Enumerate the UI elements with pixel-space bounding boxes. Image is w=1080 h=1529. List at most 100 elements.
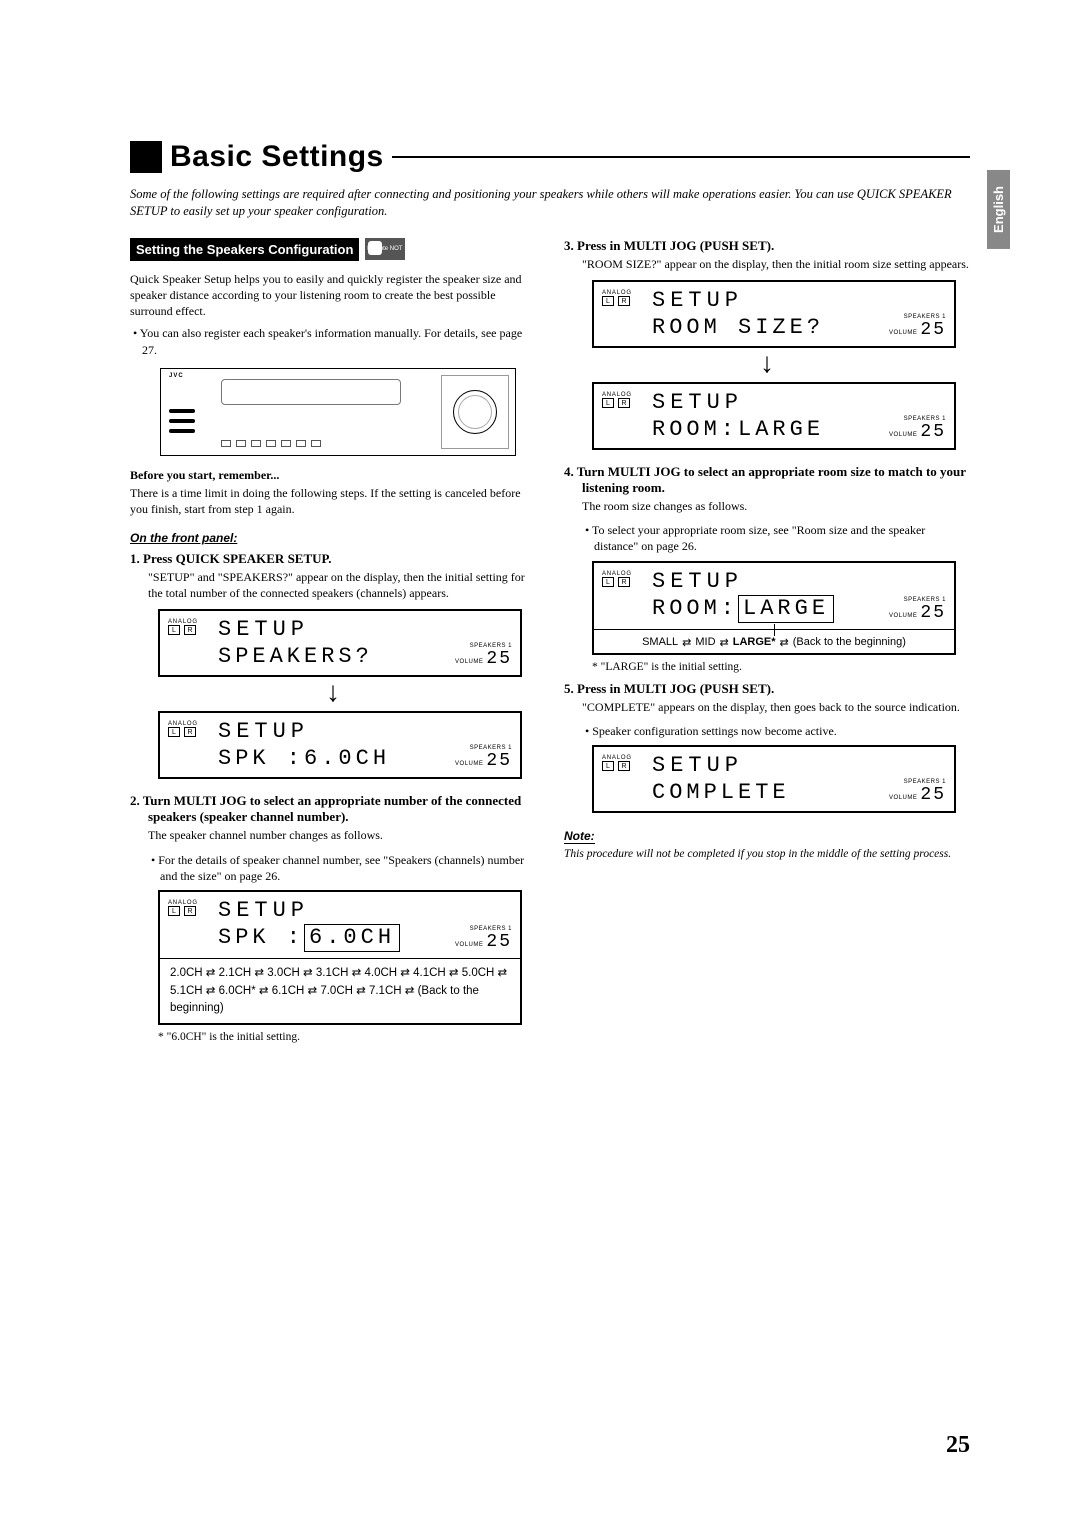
analog-lr-indicator: ANALOG LR [168,719,208,737]
device-lower-buttons [221,440,321,447]
before-start-heading: Before you start, remember... [130,468,536,483]
note-heading: Note: [564,829,595,844]
volume-value: 25 [920,603,946,623]
section-header: Setting the Speakers Configuration Remot… [130,238,536,261]
volume-value: 25 [920,320,946,340]
language-tab: English [987,170,1010,249]
device-brand-label: JVC [169,373,184,379]
room-footnote: * "LARGE" is the initial setting. [592,661,970,673]
step-2-heading: 2. Turn MULTI JOG to select an appropria… [130,793,536,825]
display-spk-6ch: ANALOG LR SETUP SPK :6.0CH SPEAKERS 1 VO… [158,711,522,779]
title-rule [392,156,970,158]
down-arrow-icon: ↓ [564,350,970,378]
r-channel-icon: R [184,727,196,737]
l-channel-icon: L [602,296,614,306]
step-1-body: "SETUP" and "SPEAKERS?" appear on the di… [148,569,536,601]
display-line1: SETUP [652,390,946,416]
step-3-heading: 3. Press in MULTI JOG (PUSH SET). [564,238,970,254]
step-3-body: "ROOM SIZE?" appear on the display, then… [582,256,970,272]
display-line2: SPK :6.0CH [218,746,390,771]
display-right-info: SPEAKERS 1 VOLUME25 [883,314,946,340]
r-channel-icon: R [618,761,630,771]
l-channel-icon: L [602,761,614,771]
display-line2: SPEAKERS? [218,644,373,669]
r-channel-icon: R [618,577,630,587]
down-arrow-icon: ↓ [130,679,536,707]
step-4-list: To select your appropriate room size, se… [582,522,970,554]
section-header-title: Setting the Speakers Configuration [130,238,359,261]
volume-label: VOLUME [455,761,483,767]
volume-label: VOLUME [889,795,917,801]
display-line2: SPK :6.0CH [218,924,400,952]
display-roomsize-question: ANALOG LR SETUP ROOM SIZE? SPEAKERS 1 VO… [592,280,956,348]
multi-jog-knob [453,390,497,434]
r-channel-icon: R [618,296,630,306]
room-options-text: SMALL ⇄ MID ⇄ LARGE* ⇄ (Back to the begi… [594,636,954,653]
step-4-body: The room size changes as follows. [582,498,970,514]
r-channel-icon: R [184,625,196,635]
l-channel-icon: L [168,906,180,916]
device-knob-area [441,375,509,449]
step-5-list: Speaker configuration settings now becom… [582,723,970,739]
display-line1: SETUP [218,719,512,745]
l-channel-icon: L [168,625,180,635]
display-line1: SETUP [652,288,946,314]
page-title-row: Basic Settings [130,140,970,174]
front-panel-label: On the front panel: [130,531,536,545]
step-1-heading: 1. Press QUICK SPEAKER SETUP. [130,551,536,567]
device-buttons [169,409,195,433]
display-line1: SETUP [218,617,512,643]
analog-lr-indicator: ANALOG LR [602,753,642,771]
page-title: Basic Settings [170,140,384,174]
display-right-info: SPEAKERS 1 VOLUME25 [449,926,512,952]
receiver-illustration: JVC [160,368,516,456]
volume-value: 25 [486,649,512,669]
display-line2: COMPLETE [652,780,790,805]
display-line2: ROOM:LARGE [652,595,834,623]
display-room-large: ANALOG LR SETUP ROOM:LARGE SPEAKERS 1 VO… [592,382,956,450]
room-options-box: ANALOG LR SETUP ROOM:LARGE SPEAKERS 1 VO… [592,561,956,655]
list-item: Speaker configuration settings now becom… [582,723,970,739]
display-line1: SETUP [652,569,946,595]
left-column: Setting the Speakers Configuration Remot… [130,238,536,1043]
volume-value: 25 [920,785,946,805]
remote-not-icon: Remote NOT [365,238,405,260]
l-channel-icon: L [602,577,614,587]
display-line1: SETUP [652,753,946,779]
analog-lr-indicator: ANALOG LR [602,390,642,408]
volume-label: VOLUME [455,942,483,948]
channel-options-text: 2.0CH ⇄ 2.1CH ⇄ 3.0CH ⇄ 3.1CH ⇄ 4.0CH ⇄ … [160,959,520,1023]
display-line2: ROOM SIZE? [652,315,824,340]
quick-setup-bullets: You can also register each speaker's inf… [130,325,536,357]
intro-text: Some of the following settings are requi… [130,186,970,220]
volume-value: 25 [486,932,512,952]
analog-lr-indicator: ANALOG LR [602,569,642,587]
display-right-info: SPEAKERS 1 VOLUME25 [449,643,512,669]
right-column: 3. Press in MULTI JOG (PUSH SET). "ROOM … [564,238,970,1043]
volume-label: VOLUME [455,659,483,665]
list-item: You can also register each speaker's inf… [130,325,536,357]
volume-label: VOLUME [889,432,917,438]
display-right-info: SPEAKERS 1 VOLUME25 [449,745,512,771]
device-screen [221,379,401,405]
page-number: 25 [946,1432,970,1459]
step-5-body: "COMPLETE" appears on the display, then … [582,699,970,715]
step-5-heading: 5. Press in MULTI JOG (PUSH SET). [564,681,970,697]
note-body: This procedure will not be completed if … [564,847,970,863]
display-right-info: SPEAKERS 1 VOLUME25 [883,597,946,623]
before-start-text: There is a time limit in doing the follo… [130,485,536,517]
display-line1: SETUP [218,898,512,924]
analog-lr-indicator: ANALOG LR [168,898,208,916]
volume-label: VOLUME [889,330,917,336]
quick-setup-intro: Quick Speaker Setup helps you to easily … [130,271,536,320]
title-bullet-box [130,141,162,173]
step-2-list: For the details of speaker channel numbe… [148,852,536,884]
list-item: To select your appropriate room size, se… [582,522,970,554]
display-complete: ANALOG LR SETUP COMPLETE SPEAKERS 1 VOLU… [592,745,956,813]
l-channel-icon: L [602,398,614,408]
volume-value: 25 [486,751,512,771]
channel-options-box: ANALOG LR SETUP SPK :6.0CH SPEAKERS 1 VO… [158,890,522,1025]
display-line2: ROOM:LARGE [652,417,824,442]
analog-lr-indicator: ANALOG LR [168,617,208,635]
display-right-info: SPEAKERS 1 VOLUME25 [883,416,946,442]
